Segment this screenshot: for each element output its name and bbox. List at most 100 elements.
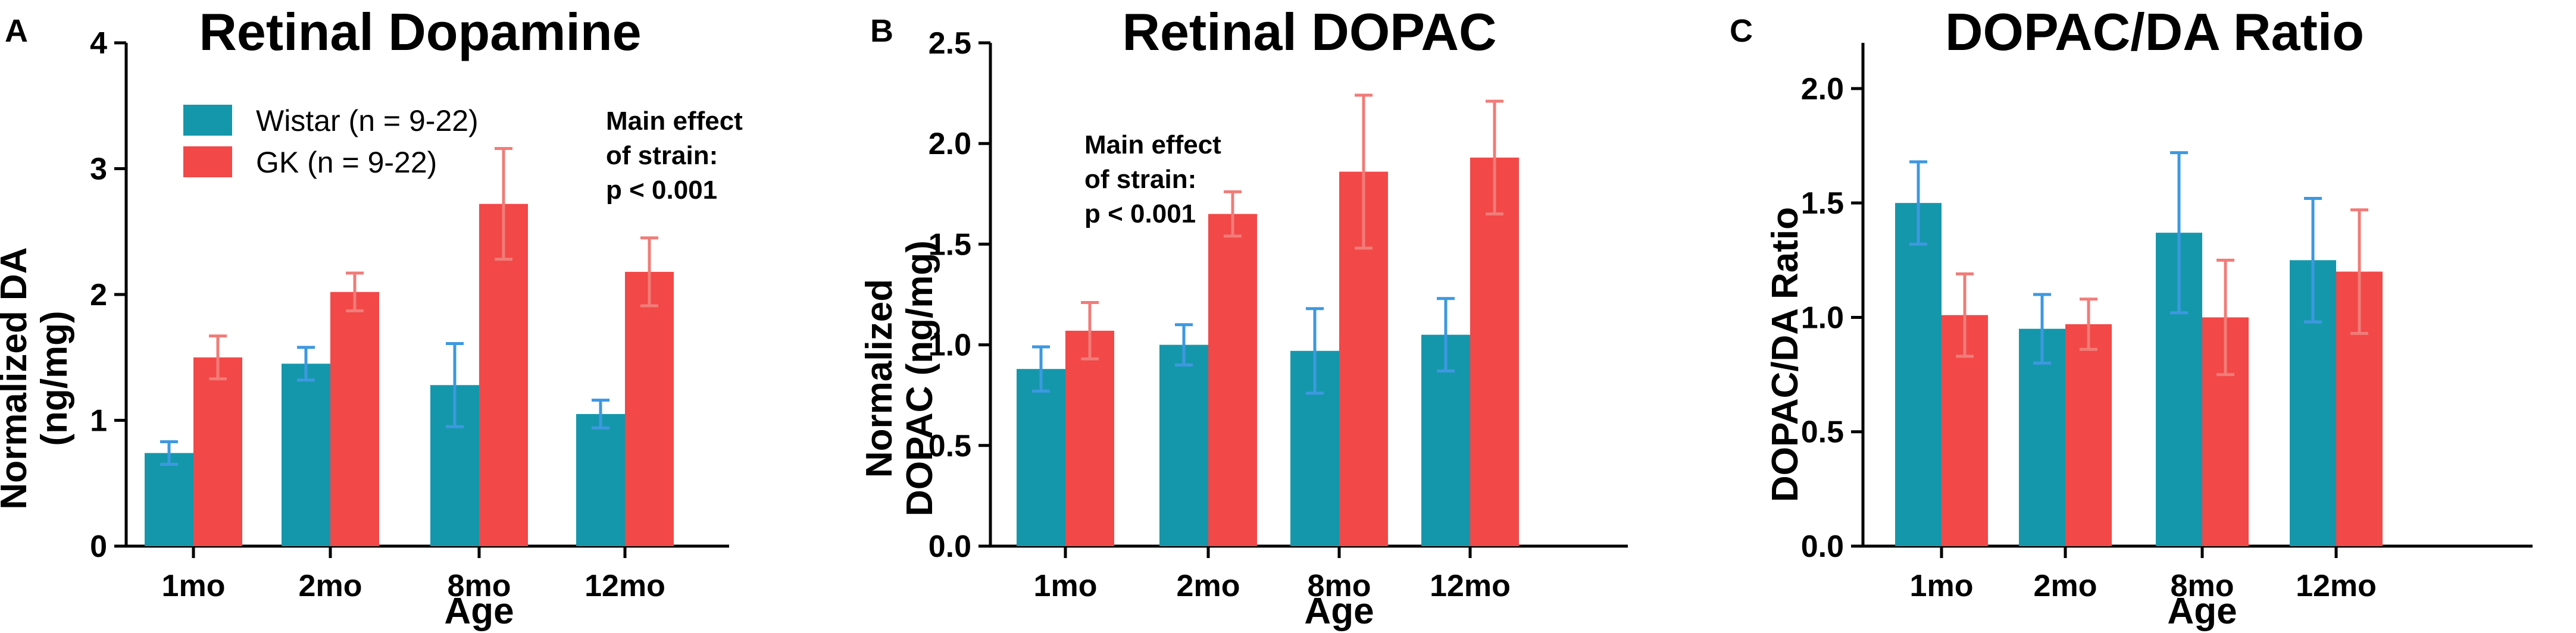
- bar-gk: [1470, 157, 1519, 546]
- bar-wistar: [145, 453, 193, 546]
- error-bar-gk: [209, 334, 227, 381]
- error-bar-gk: [2217, 258, 2234, 377]
- bar-gk: [2065, 324, 2112, 546]
- y-axis-label-line: Normalized: [859, 279, 900, 478]
- y-tick-label: 0.5: [1801, 415, 1844, 450]
- x-tick-label: 12mo: [584, 569, 665, 603]
- legend: Wistar (n = 9-22) GK (n = 9-22): [183, 104, 479, 179]
- y-tick-label: 1: [90, 404, 107, 438]
- y-axis-label-line: DOPAC (ng/mg): [899, 240, 940, 516]
- x-tick-label: 12mo: [2296, 569, 2377, 603]
- y-axis-label-line: Normalized DA: [0, 247, 35, 510]
- x-tick-label: 8mo: [1308, 569, 1371, 603]
- y-tick-label: 0.0: [929, 529, 971, 564]
- bar-gk: [625, 271, 674, 546]
- y-tick-label: 2.5: [929, 26, 971, 61]
- bar-wistar: [576, 413, 625, 546]
- y-tick-label: 0.5: [929, 429, 971, 463]
- x-axis-label: Age: [2167, 591, 2237, 632]
- y-tick-label: 0: [90, 529, 107, 564]
- x-tick-label: 2mo: [1177, 569, 1240, 603]
- annotation-line: of strain:: [1084, 165, 1196, 194]
- plot-area: 0.0 0.5 1.0 1.5 2.0 2.5 1mo 2mo 8mo 12mo: [929, 26, 1628, 603]
- bar-gk: [1208, 214, 1257, 546]
- error-bar-wistar: [1175, 323, 1193, 366]
- bar-wistar: [1159, 344, 1208, 546]
- chart-title: Retinal Dopamine: [199, 2, 641, 61]
- error-bar-wistar: [1437, 297, 1455, 373]
- plot-area: 0 1 2 3 4 1mo 2mo 8mo 12mo: [90, 26, 729, 603]
- panel-a: A Retinal Dopamine Normalized DA (ng/mg)…: [0, 2, 743, 632]
- annotation-line: p < 0.001: [606, 176, 717, 205]
- annotation: Main effect of strain: p < 0.001: [1084, 130, 1221, 228]
- x-tick-label: 1mo: [1910, 569, 1974, 603]
- error-bar-gk: [346, 271, 364, 312]
- panel-letter: C: [1730, 13, 1753, 49]
- y-tick-label: 1.5: [929, 227, 971, 262]
- annotation-line: of strain:: [606, 141, 718, 170]
- bar-wistar: [1017, 369, 1065, 546]
- x-tick-label: 2mo: [299, 569, 362, 603]
- bar-wistar: [1895, 203, 1942, 546]
- y-axis-label-line: (ng/mg): [34, 311, 75, 446]
- legend-swatch-wistar: [183, 105, 232, 136]
- y-tick-label: 1.0: [929, 328, 971, 363]
- error-bar-wistar: [160, 440, 178, 466]
- legend-swatch-gk: [183, 146, 232, 177]
- y-tick-label: 3: [90, 152, 107, 187]
- error-bar-wistar: [297, 346, 315, 382]
- bar-gk: [193, 357, 242, 546]
- chart-title: Retinal DOPAC: [1122, 2, 1496, 61]
- panel-c: C DOPAC/DA Ratio DOPAC/DA Ratio 0.0 0.5 1.…: [1730, 2, 2533, 632]
- bar-wistar: [2019, 328, 2065, 546]
- y-tick-label: 2.0: [1801, 72, 1844, 106]
- annotation-line: Main effect: [606, 106, 743, 136]
- annotation-line: p < 0.001: [1084, 199, 1196, 228]
- y-tick-label: 1.5: [1801, 186, 1844, 221]
- error-bar-wistar: [592, 399, 609, 430]
- legend-label-wistar: Wistar (n = 9-22): [256, 104, 479, 137]
- error-bar-gk: [1956, 272, 1974, 358]
- error-bar-wistar: [2304, 196, 2322, 324]
- x-tick-label: 2mo: [2034, 569, 2097, 603]
- y-tick-label: 2: [90, 278, 107, 312]
- error-bar-gk: [2350, 208, 2368, 335]
- error-bar-wistar: [446, 341, 464, 428]
- y-tick-label: 4: [90, 26, 107, 61]
- y-axis-label-line: DOPAC/DA Ratio: [1765, 207, 1806, 502]
- error-bar-wistar: [1306, 307, 1324, 395]
- annotation: Main effect of strain: p < 0.001: [606, 106, 743, 205]
- x-axis-label: Age: [1304, 591, 1374, 632]
- error-bar-gk: [1224, 190, 1242, 238]
- error-bar-wistar: [1032, 345, 1050, 393]
- bar-wistar: [282, 363, 330, 546]
- y-axis-label: Normalized DA (ng/mg): [0, 247, 75, 510]
- chart-title: DOPAC/DA Ratio: [1945, 2, 2364, 61]
- legend-label-gk: GK (n = 9-22): [256, 146, 437, 179]
- bar-gk: [1065, 330, 1114, 546]
- y-tick-label: 2.0: [929, 127, 971, 161]
- error-bar-gk: [1355, 93, 1373, 250]
- x-tick-label: 8mo: [448, 569, 511, 603]
- error-bar-gk: [640, 236, 658, 308]
- error-bar-wistar: [2033, 293, 2051, 365]
- error-bar-gk: [495, 147, 512, 261]
- x-tick-label: 12mo: [1430, 569, 1511, 603]
- error-bar-gk: [1486, 99, 1503, 216]
- x-tick-label: 1mo: [162, 569, 226, 603]
- y-axis-label: DOPAC/DA Ratio: [1765, 207, 1806, 502]
- y-tick-label: 0.0: [1801, 529, 1844, 564]
- error-bar-gk: [2080, 297, 2097, 351]
- x-axis-label: Age: [444, 591, 514, 632]
- error-bar-gk: [1081, 301, 1099, 361]
- annotation-line: Main effect: [1084, 130, 1221, 159]
- panel-letter: A: [5, 13, 28, 49]
- x-tick-label: 8mo: [2171, 569, 2234, 603]
- error-bar-wistar: [2170, 151, 2188, 315]
- bar-gk: [330, 292, 379, 546]
- bar-gk: [479, 203, 528, 547]
- error-bar-wistar: [1909, 160, 1927, 246]
- panel-letter: B: [870, 13, 893, 49]
- panel-b: B Retinal DOPAC Normalized DOPAC (ng/mg)…: [859, 2, 1628, 632]
